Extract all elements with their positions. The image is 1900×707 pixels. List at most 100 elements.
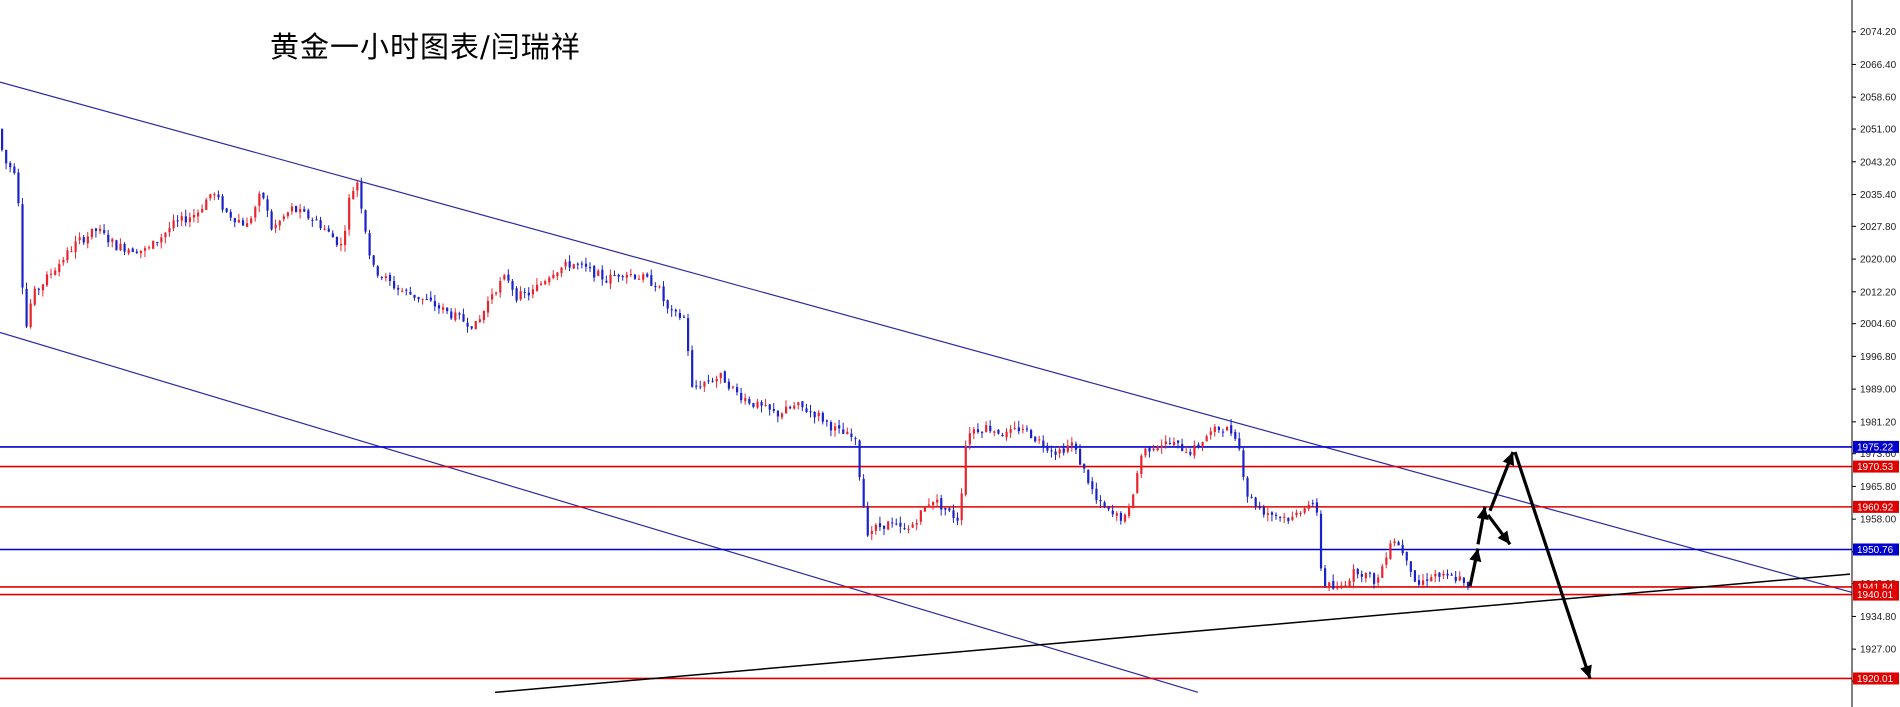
candle-body [233,218,236,223]
candle-body [17,172,20,204]
candle-body [1340,585,1343,588]
candle-body [1164,441,1167,445]
candle-body [417,297,420,300]
candle-body [156,242,159,244]
candle-body [760,401,763,406]
candle-body [1401,544,1404,554]
candle-body [601,269,604,280]
arrow-down-1-head [1497,530,1510,545]
candle-body [727,381,731,389]
candle-body [1291,516,1294,520]
candle-body [1021,429,1025,431]
candle-body [597,270,600,276]
candle-body [1009,429,1012,433]
candle-body [1013,427,1016,429]
candle-body [176,220,179,222]
candle-body [854,438,857,440]
candle-body [278,220,281,226]
candle-body [1017,427,1020,432]
candle-body [429,297,432,301]
candle-body [266,199,269,211]
candle-body [282,216,285,220]
candle-body [556,272,559,277]
level-1975-22-tag [1853,440,1899,453]
candle-body [797,402,800,406]
candle-body [719,372,722,379]
candle-body [1005,431,1008,438]
candle-body [58,263,61,273]
candle-body [1434,574,1437,577]
price-tick-label: 1934.80 [1860,612,1897,623]
candle-body [107,234,110,243]
candle-body [433,301,437,307]
candle-body [1356,568,1359,575]
candle-body [1087,469,1090,483]
level-1920-01-tag [1853,672,1899,685]
candle-body [450,311,453,319]
candle-body [666,300,669,309]
candle-body [1132,494,1135,509]
candle-body [327,228,330,232]
candle-body [780,413,784,418]
candle-body [1324,568,1327,586]
candle-body [540,283,543,285]
candle-body [1315,502,1319,513]
candle-body [821,412,824,422]
candle-body [891,522,894,524]
candle-body [527,292,530,296]
candle-body [1270,512,1274,515]
candle-body [1221,431,1225,433]
candle-body [188,217,192,222]
candle-body [290,206,294,212]
candle-body [1307,504,1310,509]
candle-body [425,298,428,300]
candle-body [915,523,918,525]
candle-body [152,240,155,249]
candle-body [793,405,796,409]
candle-body [172,220,175,229]
candle-body [192,214,196,218]
candle-body [1275,514,1278,516]
level-1950-76-tag [1853,543,1899,556]
candle-body [466,322,469,327]
candle-body [1413,570,1417,582]
price-tick-label: 1989.00 [1860,385,1897,396]
candle-body [658,286,661,288]
candle-body [1254,497,1257,507]
candle-body [335,236,339,246]
candle-body [956,517,959,521]
candle-body [887,521,890,530]
candle-body [339,243,343,246]
candle-body [29,303,32,327]
candle-body [813,411,816,418]
candle-body [1213,426,1216,432]
candle-body [650,275,653,286]
candle-body [201,208,204,213]
candle-body [1160,445,1163,448]
candle-body [1442,573,1445,576]
candle-body [1458,576,1461,581]
candle-body [1070,442,1074,446]
candle-body [168,228,171,233]
price-tick-label: 1927.00 [1860,645,1897,656]
candle-body [470,326,473,329]
candle-body [572,264,575,269]
price-tick-label: 1996.80 [1860,352,1897,363]
trend-lines [494,573,1851,694]
candle-body [405,289,408,291]
candle-body [143,248,147,251]
candle-body [531,289,535,295]
candle-body [1303,508,1306,513]
candle-body [1258,505,1261,509]
candle-body [384,276,388,278]
price-tick-label: 1981.20 [1860,417,1897,428]
candle-body [548,277,551,283]
candle-body [878,523,882,527]
candle-body [842,429,845,434]
candle-body [1030,430,1033,439]
candle-body [1336,587,1339,589]
candle-body [1360,574,1363,577]
candle-body [319,220,322,229]
arrow-up-1-head [1469,548,1482,563]
candle-body [932,501,935,506]
